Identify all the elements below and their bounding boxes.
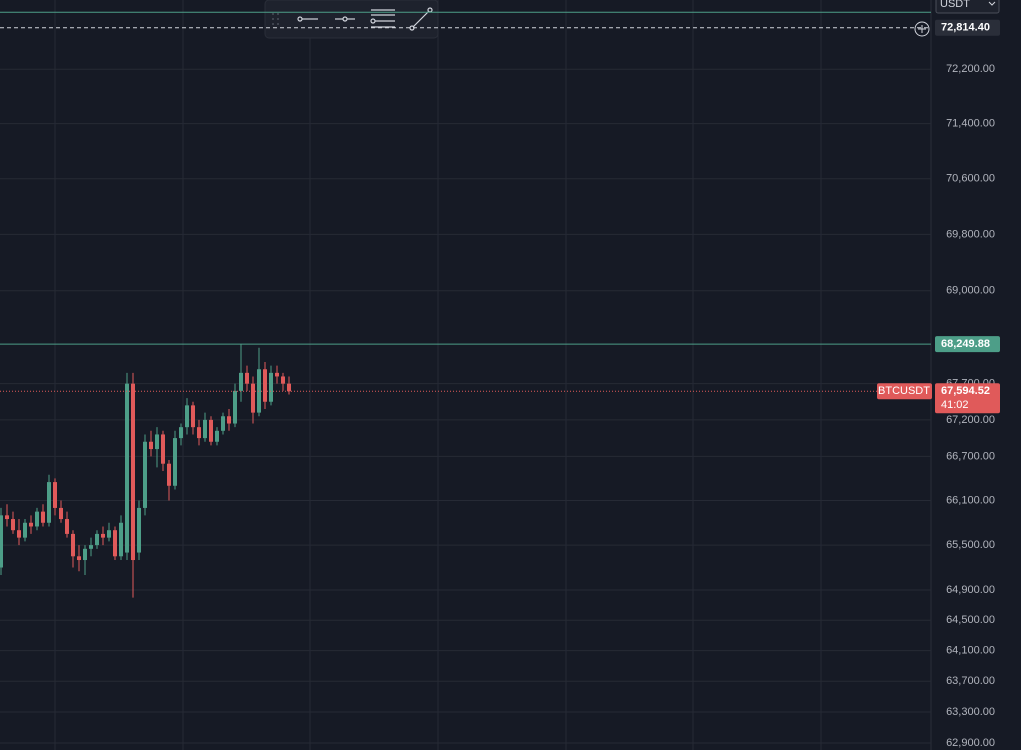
candle-body [209, 419, 213, 442]
drag-handle [272, 13, 279, 25]
candle-body [47, 482, 51, 523]
candle-body [173, 438, 177, 486]
candle-body [245, 372, 249, 384]
y-tick-label: 65,500.00 [946, 539, 995, 551]
symbol-badge [877, 383, 932, 400]
price-label: 67,594.52 [941, 385, 990, 397]
price-label: 72,814.40 [941, 22, 990, 34]
candle-body [227, 416, 231, 424]
candle-body [5, 515, 9, 520]
countdown-label: 41:02 [941, 399, 969, 411]
dropdown-arrow [988, 1, 996, 6]
symbol-label: BTCUSDT [878, 385, 930, 397]
candle-body [287, 383, 291, 392]
y-tick-label: 66,700.00 [946, 450, 995, 462]
candle-body [179, 427, 183, 439]
candle-body [263, 369, 267, 402]
y-tick-label: 69,000.00 [946, 285, 995, 297]
dropdown[interactable] [935, 0, 1000, 14]
y-tick-label: 71,400.00 [946, 118, 995, 130]
candle-body [203, 419, 207, 439]
candle-body [167, 463, 171, 486]
candle-body [221, 416, 225, 431]
candle-body [59, 507, 63, 520]
candle-body [191, 405, 195, 428]
candle-body [131, 383, 135, 561]
price-badge [935, 383, 1000, 414]
candle-body [137, 507, 141, 553]
price-badge [935, 19, 1000, 36]
candle-body [65, 519, 69, 534]
candle-body [149, 441, 153, 450]
candle-body [251, 383, 255, 413]
price-label: 68,249.88 [941, 338, 990, 350]
candle-body [95, 533, 99, 546]
currency-label: USDT [940, 0, 970, 10]
candle-body [161, 434, 165, 464]
y-tick-label: 62,900.00 [946, 737, 995, 749]
candle-body [155, 434, 159, 450]
y-tick-label: 69,800.00 [946, 228, 995, 240]
candle-body [215, 430, 219, 442]
candle-body [29, 522, 33, 527]
candle-body [185, 405, 189, 428]
candle-body [143, 441, 147, 508]
candle-body [89, 545, 93, 549]
y-tick-label: 70,600.00 [946, 173, 995, 185]
y-tick-label: 66,100.00 [946, 494, 995, 506]
candle-body [275, 372, 279, 377]
candle-body [197, 427, 201, 439]
candle-body [281, 376, 285, 384]
candle-body [35, 511, 39, 527]
y-tick-label: 72,200.00 [946, 63, 995, 75]
vertical-grid [54, 0, 822, 750]
y-tick-label: 67,200.00 [946, 414, 995, 426]
candle-body [233, 390, 237, 424]
price-badge [935, 336, 1000, 353]
candle-body [17, 530, 21, 538]
candle-body [71, 533, 75, 557]
candle-body [53, 482, 57, 508]
candle-body [0, 515, 3, 568]
candle-body [11, 519, 15, 531]
y-tick-label: 64,500.00 [946, 614, 995, 626]
horizontal-ray-tool[interactable] [297, 16, 318, 22]
horizontal-line-tool[interactable] [335, 16, 355, 22]
candle-body [119, 522, 123, 557]
candle-body [125, 383, 129, 553]
candle-body [41, 511, 45, 523]
candle-body [83, 548, 87, 561]
currency-selector[interactable]: USDT [935, 0, 1000, 14]
candle-body [269, 372, 273, 402]
candle-body [101, 533, 105, 538]
candle-body [77, 556, 81, 561]
candle-body [113, 530, 117, 557]
parallel-lines-tool[interactable] [370, 9, 395, 28]
candle-body [239, 372, 243, 391]
add-alert-button[interactable] [914, 21, 930, 37]
candle-body [107, 530, 111, 538]
y-tick-label: 63,700.00 [946, 675, 995, 687]
candle-body [23, 522, 27, 538]
y-tick-label: 63,300.00 [946, 706, 995, 718]
plot [0, 68, 931, 744]
drawing-toolbar [264, 0, 439, 39]
y-tick-label: 64,900.00 [946, 584, 995, 596]
y-tick-label: 64,100.00 [946, 645, 995, 657]
